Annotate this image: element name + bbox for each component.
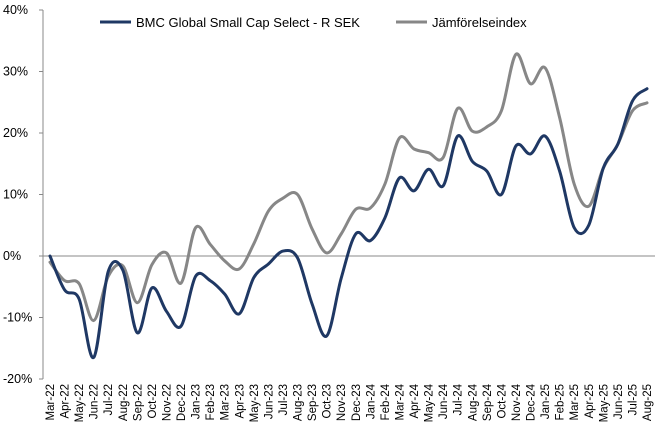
x-tick-label: Nov-22	[161, 384, 173, 421]
x-tick-label: Jun-22	[89, 384, 101, 419]
y-tick-label: -10%	[3, 311, 32, 325]
x-tick-label: Nov-23	[336, 384, 348, 421]
x-tick-label: Mar-24	[394, 383, 406, 420]
legend-label-benchmark: Jämförelseindex	[432, 15, 527, 30]
x-tick-label: Jun-24	[438, 383, 450, 419]
x-tick-label: Jun-25	[613, 384, 625, 419]
x-tick-label: Oct-22	[147, 384, 159, 419]
x-tick-label: Jun-23	[263, 384, 275, 419]
series-lines	[48, 52, 649, 359]
x-tick-label: Jul-22	[103, 384, 115, 415]
legend: BMC Global Small Cap Select - R SEK Jämf…	[100, 15, 527, 30]
x-tick-label: May-24	[424, 383, 436, 422]
x-tick-label: Apr-23	[234, 384, 246, 419]
x-tick-label: Dec-22	[176, 384, 188, 421]
y-tick-label: -20%	[3, 372, 32, 386]
x-tick-label: Dec-24	[526, 383, 538, 421]
x-axis: Mar-22 Apr-22 May-22 Jun-22 Jul-22 Aug-22 Sep-…	[43, 255, 655, 422]
y-tick-label: 10%	[3, 188, 28, 202]
y-axis: 40% 30% 20% 10% 0% -10% -20%	[3, 3, 44, 386]
x-tick-label: Oct-24	[496, 383, 508, 418]
x-tick-label: Feb-24	[380, 383, 392, 420]
x-tick-label: Sep-22	[132, 384, 144, 421]
x-tick-label: May-23	[249, 384, 261, 422]
x-tick-label: Aug-22	[118, 384, 130, 421]
x-tick-label: Jul-23	[278, 384, 290, 415]
y-tick-label: 20%	[3, 126, 28, 140]
y-tick-label: 0%	[3, 249, 21, 263]
x-tick-label: Sep-24	[482, 383, 494, 421]
x-tick-label: May-25	[598, 384, 610, 422]
x-tick-label: Mar-23	[220, 384, 232, 420]
x-tick-label: Aug-25	[642, 384, 654, 421]
x-tick-label: Sep-23	[307, 384, 319, 421]
x-tick-label: Jan-25	[540, 384, 552, 419]
x-tick-label: May-22	[74, 384, 86, 422]
x-tick-label: Jul-24	[453, 383, 465, 415]
x-tick-label: Nov-24	[511, 383, 523, 421]
x-tick-label: Aug-24	[467, 383, 479, 421]
x-tick-label: Dec-23	[351, 384, 363, 421]
series-line-benchmark	[48, 52, 649, 323]
y-tick-label: 40%	[3, 3, 28, 17]
x-tick-label: Apr-25	[584, 384, 596, 419]
x-tick-label: Jan-23	[191, 384, 203, 419]
x-tick-label: Apr-24	[409, 383, 421, 418]
x-tick-label: Mar-25	[569, 384, 581, 420]
x-tick-label: Mar-22	[45, 384, 57, 420]
x-tick-label: Jan-24	[365, 383, 377, 419]
x-tick-label: Apr-22	[60, 384, 72, 419]
x-tick-label: Oct-23	[322, 384, 334, 419]
x-tick-label: Aug-23	[293, 384, 305, 421]
x-tick-label: Feb-23	[205, 384, 217, 420]
series-line-bmc	[48, 87, 649, 359]
x-tick-label: Jul-25	[627, 384, 639, 415]
y-tick-label: 30%	[3, 65, 28, 79]
x-tick-label: Feb-25	[555, 384, 567, 420]
legend-label-bmc: BMC Global Small Cap Select - R SEK	[136, 15, 360, 30]
